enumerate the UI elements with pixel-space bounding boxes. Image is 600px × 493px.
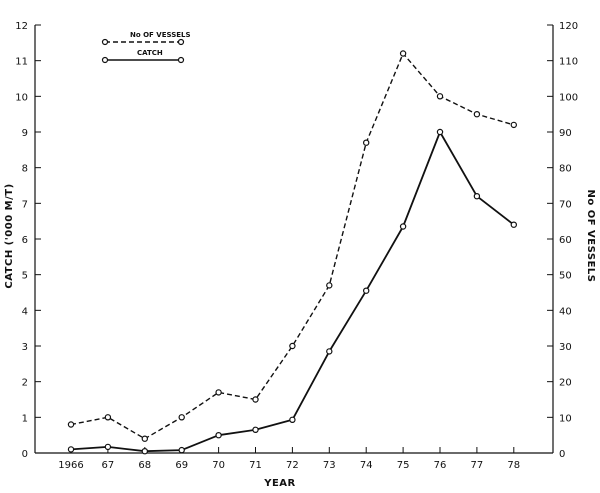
left-tick-label: 12 [15,21,28,32]
left-tick-label: 8 [22,164,28,175]
series-catch-point [326,348,333,355]
left-tick-label: 6 [22,235,28,246]
left-tick-label: 9 [22,128,28,139]
left-tick-label: 4 [22,306,28,317]
x-tick-label: 77 [471,460,484,471]
right-tick-label: 100 [559,92,578,103]
series-layer [67,50,517,455]
left-tick-label: 7 [22,199,28,210]
left-tick-label: 0 [22,449,28,460]
x-tick-label: 69 [175,460,188,471]
left-tick-label: 2 [22,378,28,389]
x-tick-label: 1966 [58,460,83,471]
legend-catch-marker-end [177,56,185,64]
series-vessels-point [178,414,185,421]
series-vessels-point [252,396,259,403]
series-vessels-point [363,139,370,146]
right-tick-label: 60 [559,235,572,246]
right-tick-label: 90 [559,128,572,139]
x-tick-label: 75 [397,460,410,471]
x-axis-title: YEAR [263,478,296,489]
series-catch-point [473,192,481,200]
series-catch-point [252,426,259,433]
x-tick-label: 71 [249,460,262,471]
x-tick-label: 78 [507,460,520,471]
series-vessels-line [70,52,514,440]
legend-catch-label: CATCH [137,49,163,57]
series-catch-point [104,443,112,451]
right-tick-label: 120 [559,21,578,32]
legend-vessels-marker-end [177,38,185,46]
right-tick-label: 40 [559,306,572,317]
left-tick-label: 5 [22,271,28,282]
series-catch-point [510,221,517,228]
series-catch-point [215,432,222,439]
left-axis-title: CATCH ('000 M/T) [4,183,15,288]
right-axis-title: No OF VESSELS [585,190,596,283]
x-tick-label: 73 [323,460,336,471]
right-tick-label: 10 [559,413,572,424]
ticks: 0123456789101112010203040506070809010011… [15,21,578,471]
series-catch-point [67,446,75,453]
right-tick-label: 0 [559,449,565,460]
series-vessels-point [473,110,481,118]
left-tick-label: 11 [15,57,28,68]
right-tick-label: 70 [559,199,572,210]
series-catch-point [178,446,185,454]
right-tick-label: 80 [559,164,572,175]
series-vessels-point [141,435,148,442]
legend-vessels-label: No OF VESSELS [130,31,191,39]
series-vessels-point [289,342,296,350]
series-vessels-point [104,414,112,421]
series-catch-point [399,223,407,230]
x-tick-label: 67 [102,460,115,471]
left-tick-label: 1 [22,413,28,424]
series-vessels-point [436,93,444,100]
series-vessels-point [399,50,407,57]
right-tick-label: 20 [559,378,572,389]
series-catch-point [141,448,148,455]
series-vessels-point [510,121,517,129]
left-tick-label: 3 [22,342,28,353]
series-vessels-point [326,282,333,289]
series-vessels-point [215,389,222,396]
right-tick-label: 50 [559,271,572,282]
series-vessels-point [67,421,75,428]
right-tick-label: 30 [559,342,572,353]
series-catch-point [363,287,370,294]
left-tick-label: 10 [15,92,28,103]
legend-vessels-marker-start [101,38,109,46]
x-tick-label: 68 [138,460,151,471]
series-catch-line [70,131,515,453]
x-tick-label: 74 [360,460,373,471]
x-tick-label: 72 [286,460,299,471]
right-tick-label: 110 [559,57,578,68]
x-tick-label: 76 [434,460,447,471]
series-catch-point [289,416,296,423]
legend-catch-marker-start [101,56,109,64]
legend: No OF VESSELS CATCH [101,31,191,64]
x-tick-label: 70 [212,460,225,471]
series-catch-point [436,128,444,136]
axes [34,25,554,454]
